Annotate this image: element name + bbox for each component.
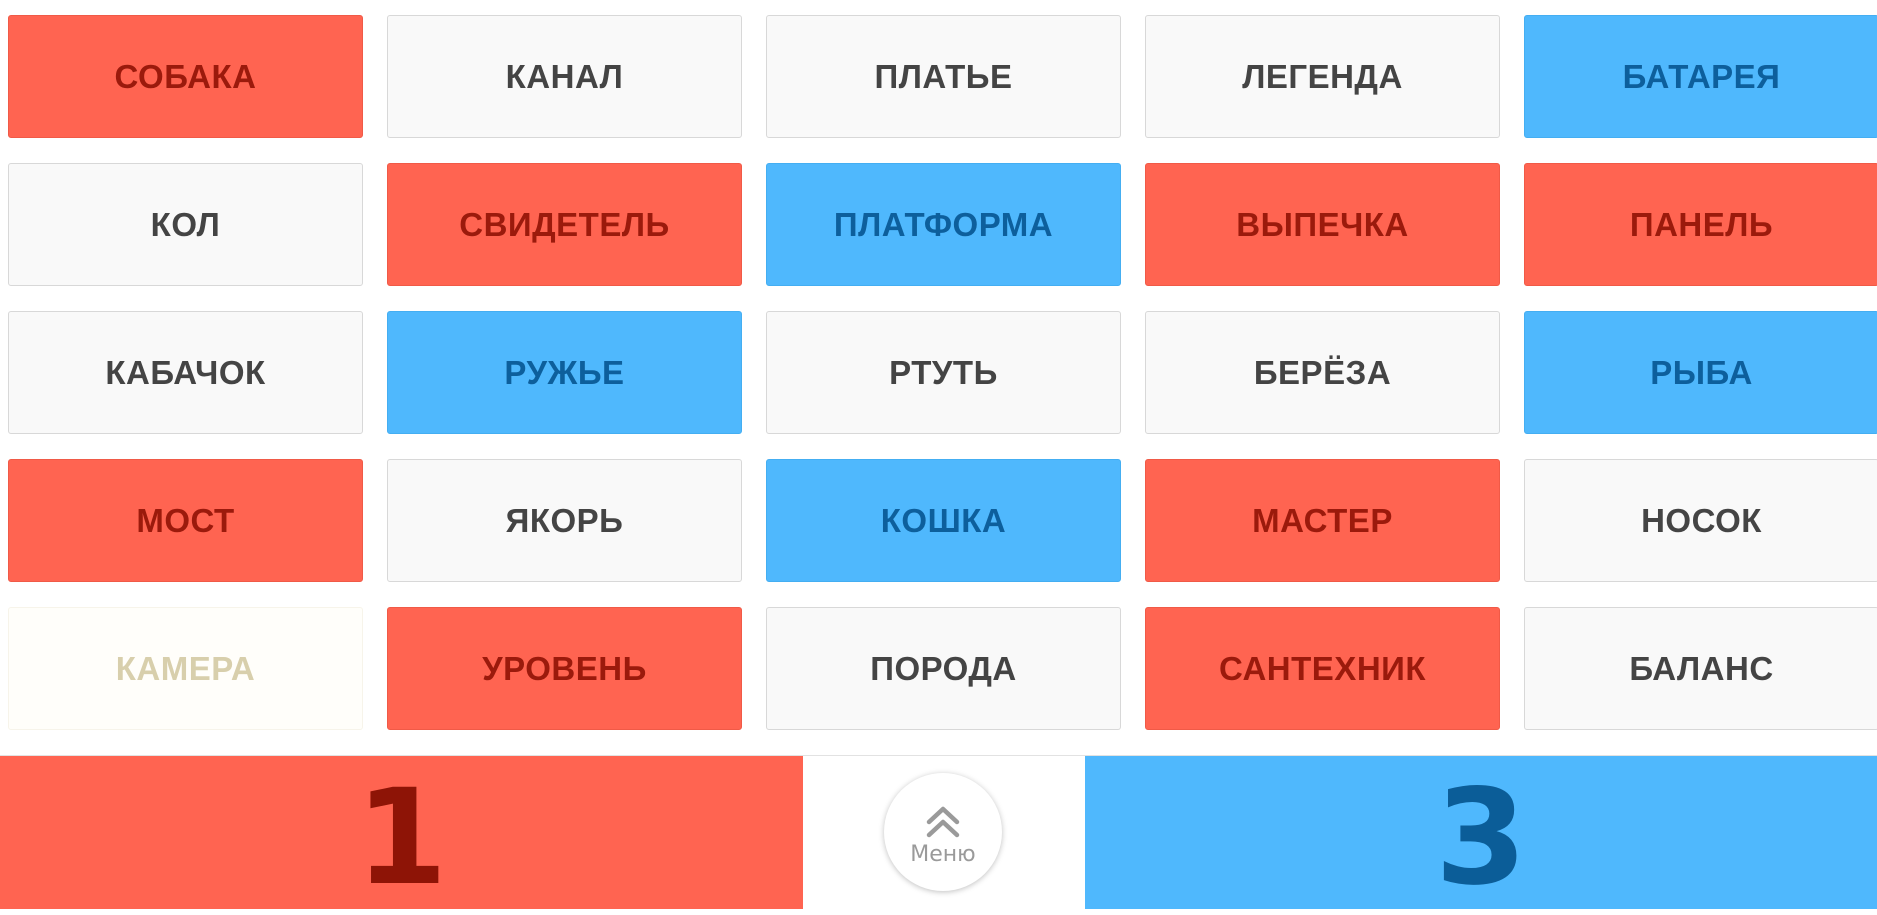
word-card[interactable]: НОСОК <box>1524 459 1877 582</box>
word-card[interactable]: БАЛАНС <box>1524 607 1877 730</box>
word-card[interactable]: БЕРЁЗА <box>1145 311 1500 434</box>
word-card[interactable]: КАНАЛ <box>387 15 742 138</box>
menu-label: Меню <box>910 841 976 867</box>
word-card[interactable]: КАМЕРА <box>8 607 363 730</box>
word-card[interactable]: ПОРОДА <box>766 607 1121 730</box>
word-card[interactable]: РУЖЬЕ <box>387 311 742 434</box>
word-card[interactable]: КАБАЧОК <box>8 311 363 434</box>
menu-button[interactable]: Меню <box>884 773 1002 891</box>
word-card[interactable]: ПЛАТФОРМА <box>766 163 1121 286</box>
word-card[interactable]: САНТЕХНИК <box>1145 607 1500 730</box>
word-card[interactable]: ЯКОРЬ <box>387 459 742 582</box>
word-card[interactable]: ПАНЕЛЬ <box>1524 163 1877 286</box>
red-team-score-panel: 1 <box>0 756 803 909</box>
score-bar: 1 Меню 3 <box>0 755 1877 909</box>
word-card[interactable]: БАТАРЕЯ <box>1524 15 1877 138</box>
word-card[interactable]: СОБАКА <box>8 15 363 138</box>
card-grid: СОБАКА КАНАЛ ПЛАТЬЕ ЛЕГЕНДА БАТАРЕЯ КОЛ СВИДЕТ… <box>8 15 1877 730</box>
word-card[interactable]: РТУТЬ <box>766 311 1121 434</box>
word-card[interactable]: МАСТЕР <box>1145 459 1500 582</box>
word-card[interactable]: КОЛ <box>8 163 363 286</box>
word-card[interactable]: РЫБА <box>1524 311 1877 434</box>
word-card[interactable]: ВЫПЕЧКА <box>1145 163 1500 286</box>
blue-team-score-panel: 3 <box>1085 756 1877 909</box>
word-card[interactable]: МОСТ <box>8 459 363 582</box>
word-card[interactable]: ЛЕГЕНДА <box>1145 15 1500 138</box>
double-chevron-up-icon <box>926 806 960 837</box>
word-card[interactable]: СВИДЕТЕЛЬ <box>387 163 742 286</box>
red-team-score: 1 <box>355 760 448 915</box>
word-card[interactable]: ПЛАТЬЕ <box>766 15 1121 138</box>
word-card[interactable]: КОШКА <box>766 459 1121 582</box>
word-card[interactable]: УРОВЕНЬ <box>387 607 742 730</box>
blue-team-score: 3 <box>1435 760 1527 915</box>
